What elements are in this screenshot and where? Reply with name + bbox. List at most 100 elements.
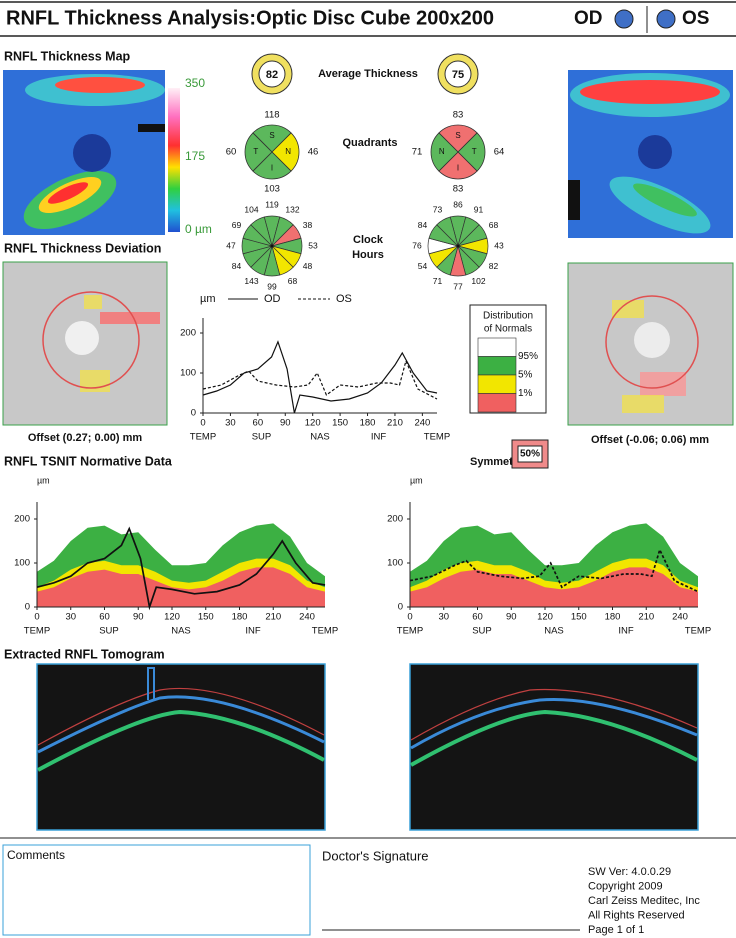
- y-tick-label: 100: [387, 558, 403, 569]
- average-inner: [444, 60, 472, 88]
- clock-value: 68: [288, 276, 298, 286]
- x-tick-label: 240: [299, 612, 315, 623]
- deviation-patch: [84, 295, 102, 309]
- quadrant-value: 103: [264, 184, 280, 195]
- tomogram-layer: [410, 688, 698, 741]
- quadrant-value: 118: [264, 110, 279, 121]
- color-bar-label: 0 µm: [185, 222, 212, 236]
- offset-label: Offset (0.27; 0.00) mm: [28, 432, 143, 444]
- thickness-line: [202, 359, 438, 400]
- quadrant-letter: S: [269, 131, 274, 140]
- quadrant-sector: [438, 151, 478, 180]
- comments-box: [2, 844, 311, 936]
- quadrant-value: 71: [412, 147, 423, 158]
- region-label: NAS: [171, 626, 191, 637]
- average-label: Average Thickness: [318, 68, 418, 80]
- legend-entry: 95%: [518, 351, 538, 362]
- quadrant-value: 60: [226, 147, 237, 158]
- deviation-patch: [622, 395, 664, 413]
- map-artifact: [138, 124, 165, 132]
- region-label: INF: [371, 432, 387, 443]
- region-label: TEMP: [190, 432, 216, 443]
- clock-value: 68: [489, 220, 499, 230]
- region-label: NAS: [544, 626, 564, 637]
- tomogram-layer: [410, 697, 698, 750]
- norm-band: [37, 567, 325, 607]
- symmetry-label: Symmetry: [470, 456, 524, 468]
- clock-center: [456, 244, 460, 248]
- symmetry-value: 50%: [520, 449, 540, 460]
- deviation-patch: [612, 300, 644, 318]
- unit-label: µm: [410, 475, 423, 485]
- info-line: Copyright 2009: [588, 880, 663, 892]
- average-inner: [258, 60, 286, 88]
- x-tick-label: 150: [571, 612, 587, 623]
- clock-value: 38: [303, 220, 313, 230]
- x-tick-label: 60: [253, 418, 264, 429]
- tomogram-layer: [37, 687, 325, 746]
- clock-value: 104: [244, 205, 258, 215]
- x-tick-label: 30: [438, 612, 449, 623]
- od-circle: [614, 9, 634, 29]
- legend-swatch: [477, 374, 517, 394]
- legend-label: OS: [336, 293, 352, 305]
- region-label: TEMP: [312, 626, 338, 637]
- clock-value: 143: [244, 276, 258, 286]
- clock-value: 132: [285, 205, 299, 215]
- optic-disc: [638, 135, 672, 169]
- thickness-line: [36, 526, 326, 611]
- clock-value: 53: [308, 240, 318, 250]
- deviation-map-od: [2, 261, 168, 426]
- y-tick-label: 100: [14, 558, 30, 569]
- legend-title: of Normals: [484, 324, 532, 335]
- title: RNFL Thickness Analysis:Optic Disc Cube …: [6, 7, 494, 29]
- region-label: TEMP: [424, 432, 450, 443]
- signature-label: Doctor's Signature: [322, 848, 429, 863]
- clock-label: Clock: [353, 234, 384, 246]
- clock-value: 43: [494, 240, 504, 250]
- clock-value: 69: [232, 220, 242, 230]
- y-tick-label: 200: [180, 328, 196, 339]
- x-tick-label: 120: [537, 612, 553, 623]
- x-tick-label: 210: [638, 612, 654, 623]
- quadrant-sector: [430, 132, 459, 172]
- y-tick-label: 0: [398, 602, 403, 613]
- optic-disc: [73, 134, 111, 172]
- offset-label: Offset (-0.06; 0.06) mm: [591, 434, 709, 446]
- tomogram-layer: [410, 709, 698, 767]
- optic-disc: [634, 322, 670, 358]
- comments-label: Comments: [7, 848, 65, 862]
- clock-value: 73: [433, 205, 443, 215]
- clock-value: 54: [418, 261, 428, 271]
- region-label: TEMP: [397, 626, 423, 637]
- info-line: Carl Zeiss Meditec, Inc: [588, 895, 700, 907]
- map-region: [580, 80, 720, 104]
- average-value: 75: [452, 69, 464, 81]
- region-label: TEMP: [24, 626, 50, 637]
- info-line: SW Ver: 4.0.0.29: [588, 866, 671, 878]
- clock-center: [270, 244, 274, 248]
- quadrant-letter: I: [457, 163, 459, 172]
- x-tick-label: 60: [472, 612, 483, 623]
- clock-value: 119: [265, 199, 279, 209]
- clock-value: 47: [226, 240, 236, 250]
- deviation-map-os: [567, 262, 734, 426]
- color-bar: [168, 88, 180, 232]
- region-label: SUP: [472, 626, 492, 637]
- clock-value: 71: [433, 276, 443, 286]
- quadrant-sector: [271, 132, 300, 172]
- region-label: INF: [245, 626, 261, 637]
- x-tick-label: 210: [387, 418, 403, 429]
- tomogram-layer: [37, 695, 325, 754]
- clock-value: 84: [418, 220, 428, 230]
- info-line: Page 1 of 1: [588, 924, 644, 936]
- legend-swatch: [477, 393, 517, 413]
- quadrant-sector: [438, 124, 478, 153]
- tomogram-layer: [37, 709, 325, 772]
- unit-label: µm: [200, 293, 216, 305]
- deviation-patch: [640, 372, 686, 396]
- map-region: [47, 182, 89, 204]
- clock-value: 77: [453, 281, 463, 291]
- region-label: SUP: [252, 432, 272, 443]
- clock-value: 91: [474, 205, 484, 215]
